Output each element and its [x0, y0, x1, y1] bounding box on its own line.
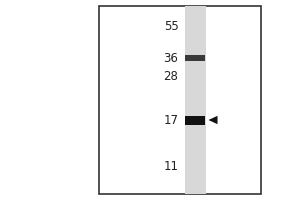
- Bar: [184, 6, 206, 194]
- Text: 11: 11: [164, 160, 178, 172]
- Bar: [185, 55, 205, 61]
- Text: 17: 17: [164, 114, 178, 127]
- Text: 28: 28: [164, 70, 178, 82]
- Bar: [99, 6, 261, 194]
- Bar: [185, 116, 205, 124]
- Polygon shape: [208, 116, 217, 124]
- Text: 36: 36: [164, 51, 178, 64]
- Text: 55: 55: [164, 20, 178, 32]
